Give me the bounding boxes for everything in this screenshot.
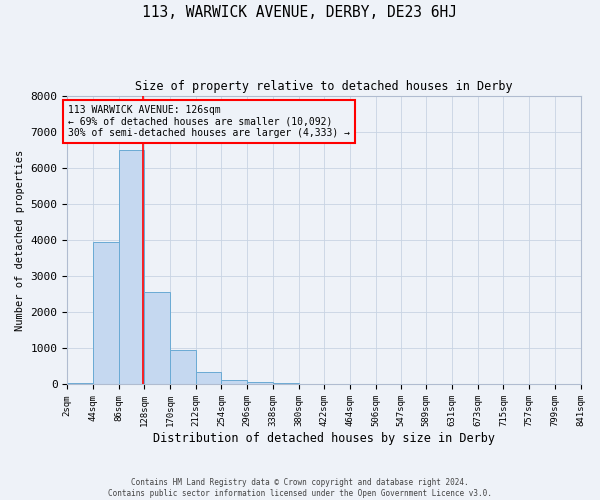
Bar (170, 350, 196, 384)
Text: Contains HM Land Registry data © Crown copyright and database right 2024.
Contai: Contains HM Land Registry data © Crown c… (108, 478, 492, 498)
Bar (247, 382, 273, 384)
X-axis label: Distribution of detached houses by size in Derby: Distribution of detached houses by size … (153, 432, 495, 445)
Bar (145, 292, 170, 384)
Bar (119, 150, 145, 384)
Bar (93, 242, 119, 384)
Title: Size of property relative to detached houses in Derby: Size of property relative to detached ho… (135, 80, 513, 93)
Y-axis label: Number of detached properties: Number of detached properties (15, 150, 25, 330)
Text: 113, WARWICK AVENUE, DERBY, DE23 6HJ: 113, WARWICK AVENUE, DERBY, DE23 6HJ (143, 5, 458, 20)
Bar (67, 382, 93, 384)
Bar (196, 372, 221, 384)
Bar (221, 380, 247, 384)
Text: 113 WARWICK AVENUE: 126sqm
← 69% of detached houses are smaller (10,092)
30% of : 113 WARWICK AVENUE: 126sqm ← 69% of deta… (68, 104, 350, 138)
